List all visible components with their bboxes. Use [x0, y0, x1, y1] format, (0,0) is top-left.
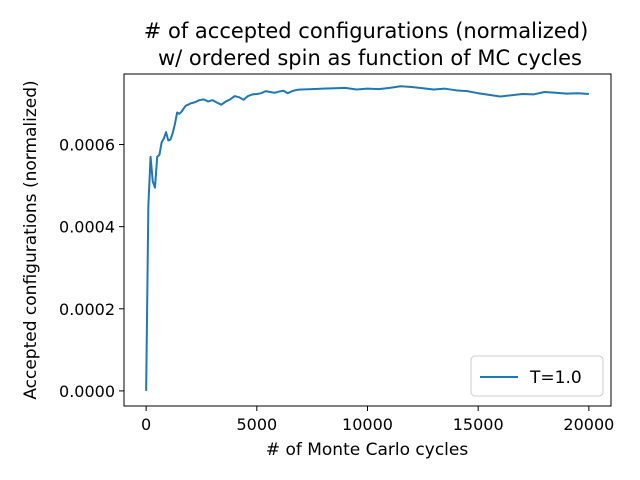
- chart-title-line2: w/ ordered spin as function of MC cycles: [158, 46, 582, 70]
- x-tick-label: 5000: [236, 415, 277, 434]
- y-axis-label: Accepted configurations (normalized): [21, 80, 41, 399]
- legend-label-t1: T=1.0: [529, 368, 582, 388]
- x-tick-label: 15000: [453, 415, 504, 434]
- x-tick-label: 0: [141, 415, 151, 434]
- series-line-t1: [145, 85, 589, 391]
- y-tick-label: 0.0006: [59, 136, 115, 155]
- legend-box: [470, 355, 604, 397]
- y-tick-label: 0.0000: [59, 382, 115, 401]
- x-axis: 0 5000 10000 15000 20000: [141, 406, 614, 434]
- y-tick-label: 0.0002: [59, 300, 115, 319]
- chart-title-line1: # of accepted configurations (normalized…: [144, 19, 589, 43]
- y-axis: 0.0000 0.0002 0.0004 0.0006: [59, 136, 124, 401]
- x-tick-label: 20000: [563, 415, 614, 434]
- x-tick-label: 10000: [342, 415, 393, 434]
- plot-area: [145, 85, 589, 391]
- x-axis-label: # of Monte Carlo cycles: [266, 440, 469, 460]
- legend: T=1.0: [470, 355, 604, 397]
- y-tick-label: 0.0004: [59, 218, 115, 237]
